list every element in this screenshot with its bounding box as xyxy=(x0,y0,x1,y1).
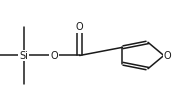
Text: Si: Si xyxy=(19,51,28,60)
Text: O: O xyxy=(76,22,83,32)
Text: O: O xyxy=(50,51,58,60)
Text: O: O xyxy=(164,51,172,60)
